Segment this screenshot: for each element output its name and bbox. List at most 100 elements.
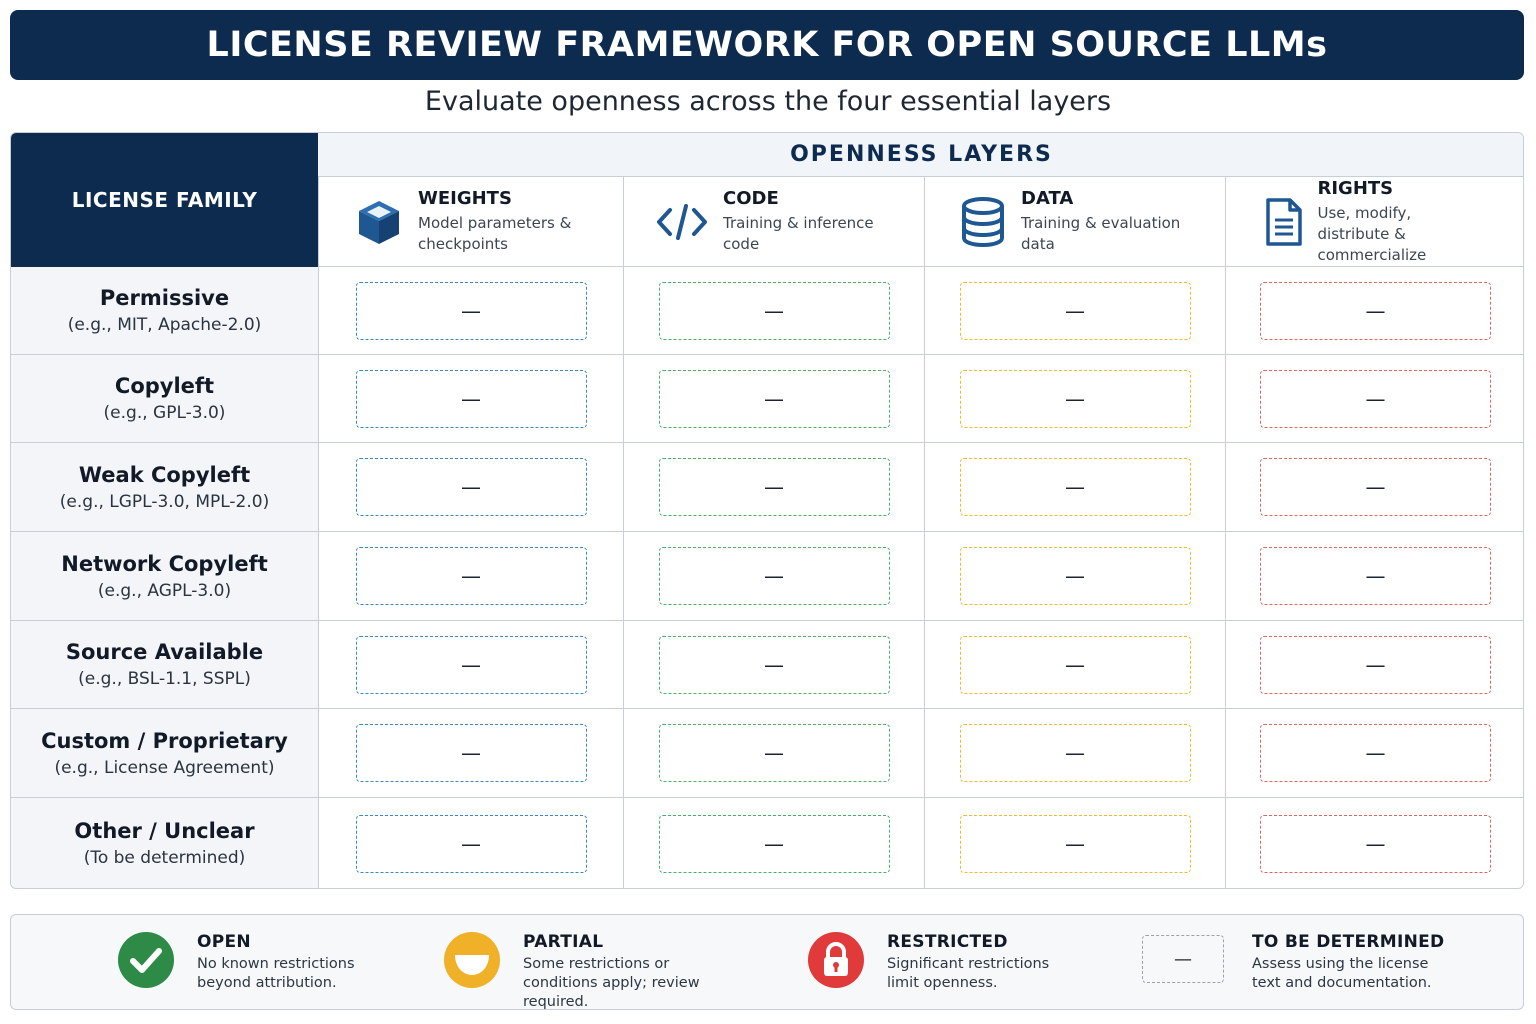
lock-icon	[808, 932, 864, 988]
assessment-slot[interactable]: —	[959, 281, 1191, 340]
assessment-slot[interactable]: —	[658, 547, 890, 605]
half-circle-icon	[444, 932, 500, 988]
assessment-slot[interactable]: —	[355, 369, 587, 428]
page-subtitle: Evaluate openness across the four essent…	[424, 86, 1112, 117]
cell-weak-copyleft-code: —	[623, 443, 924, 532]
column-header-weights: WEIGHTS Model parameters & checkpoints	[318, 177, 623, 267]
cell-custom-proprietary-code: —	[623, 709, 924, 798]
assessment-slot[interactable]: —	[959, 724, 1191, 782]
cell-weak-copyleft-data: —	[924, 443, 1225, 532]
column-description: Use, modify, distribute & commercialize	[1317, 203, 1427, 264]
cell-network-copyleft-code: —	[623, 532, 924, 621]
row-name: Copyleft	[114, 374, 215, 398]
legend-item-restricted: RESTRICTED Significant restrictions limi…	[807, 931, 1057, 993]
assessment-slot[interactable]: —	[959, 635, 1191, 694]
row-example: (e.g., AGPL-3.0)	[97, 580, 232, 601]
cell-custom-proprietary-rights: —	[1225, 709, 1523, 798]
cell-weak-copyleft-rights: —	[1225, 443, 1523, 532]
assessment-slot[interactable]: —	[355, 814, 587, 873]
cell-source-available-data: —	[924, 621, 1225, 709]
legend-item-partial: PARTIAL Some restrictions or conditions …	[443, 931, 748, 1012]
assessment-slot[interactable]: —	[959, 369, 1191, 428]
legend-item-to-be-determined: — TO BE DETERMINED Assess using the lice…	[1142, 931, 1444, 993]
row-name: Weak Copyleft	[78, 462, 251, 487]
row-example: (e.g., LGPL-3.0, MPL-2.0)	[59, 491, 270, 512]
cell-copyleft-data: —	[924, 355, 1225, 443]
row-name: Source Available	[65, 640, 264, 664]
cell-source-available-weights: —	[318, 621, 623, 709]
cell-copyleft-weights: —	[318, 355, 623, 443]
legend-title: TO BE DETERMINED	[1252, 932, 1445, 952]
legend-title: RESTRICTED	[887, 932, 1008, 952]
assessment-slot[interactable]: —	[1260, 281, 1491, 340]
assessment-slot[interactable]: —	[658, 724, 890, 782]
cell-permissive-data: —	[924, 267, 1225, 355]
cell-custom-proprietary-data: —	[924, 709, 1225, 798]
cell-permissive-rights: —	[1225, 267, 1523, 355]
column-title: RIGHTS	[1317, 177, 1394, 199]
cell-copyleft-code: —	[623, 355, 924, 443]
row-label-custom-proprietary: Custom / Proprietary (e.g., License Agre…	[11, 709, 318, 798]
assessment-slot[interactable]: —	[658, 458, 890, 516]
page-title: LICENSE REVIEW FRAMEWORK FOR OPEN SOURCE…	[206, 25, 1328, 65]
cell-permissive-code: —	[623, 267, 924, 355]
row-example: (e.g., MIT, Apache-2.0)	[67, 315, 262, 335]
row-name: Other / Unclear	[74, 819, 255, 843]
assessment-slot[interactable]: —	[1260, 724, 1491, 782]
assessment-slot[interactable]: —	[658, 369, 890, 428]
assessment-slot[interactable]: —	[355, 635, 587, 694]
openness-layers-header: OPENNESS LAYERS	[318, 133, 1523, 177]
row-label-source-available: Source Available (e.g., BSL-1.1, SSPL)	[11, 621, 318, 709]
row-name: Permissive	[99, 286, 230, 310]
row-label-other-unclear: Other / Unclear (To be determined)	[11, 798, 318, 888]
cell-copyleft-rights: —	[1225, 355, 1523, 443]
assessment-slot[interactable]: —	[658, 281, 890, 340]
legend-title: OPEN	[197, 932, 251, 952]
assessment-slot[interactable]: —	[1260, 635, 1491, 694]
row-name: Network Copyleft	[61, 551, 268, 576]
assessment-slot[interactable]: —	[658, 635, 890, 694]
cell-permissive-weights: —	[318, 267, 623, 355]
column-header-rights: RIGHTS Use, modify, distribute & commerc…	[1225, 177, 1523, 267]
cell-network-copyleft-weights: —	[318, 532, 623, 621]
assessment-slot[interactable]: —	[658, 814, 890, 873]
cell-other-unclear-data: —	[924, 798, 1225, 888]
column-description: Training & inference code	[723, 214, 874, 253]
row-example: (To be determined)	[83, 848, 246, 868]
checkmark-circle-icon	[118, 932, 174, 988]
cell-other-unclear-weights: —	[318, 798, 623, 888]
assessment-slot[interactable]: —	[959, 547, 1191, 605]
assessment-slot[interactable]: —	[355, 458, 587, 516]
assessment-slot[interactable]: —	[959, 458, 1191, 516]
legend: OPEN No known restrictions beyond attrib…	[10, 914, 1524, 1010]
assessment-slot[interactable]: —	[1260, 369, 1491, 428]
assessment-slot[interactable]: —	[1260, 814, 1491, 873]
code-brackets-icon	[657, 203, 707, 240]
license-family-header: LICENSE FAMILY	[11, 133, 318, 267]
legend-description: Assess using the license text and docume…	[1252, 956, 1432, 991]
row-label-weak-copyleft: Weak Copyleft (e.g., LGPL-3.0, MPL-2.0)	[11, 443, 318, 532]
legend-description: No known restrictions beyond attribution…	[197, 956, 355, 991]
assessment-slot[interactable]: —	[959, 814, 1191, 873]
assessment-slot[interactable]: —	[1260, 458, 1491, 516]
cell-source-available-rights: —	[1225, 621, 1523, 709]
database-icon	[962, 196, 1004, 247]
cell-custom-proprietary-weights: —	[318, 709, 623, 798]
legend-description: Significant restrictions limit openness.	[887, 956, 1050, 991]
license-matrix: LICENSE FAMILY OPENNESS LAYERS WEIGHTS M…	[10, 132, 1524, 889]
column-title: WEIGHTS	[418, 188, 512, 209]
column-title: CODE	[723, 188, 779, 209]
row-example: (e.g., BSL-1.1, SSPL)	[78, 669, 251, 689]
cell-source-available-code: —	[623, 621, 924, 709]
row-example: (e.g., GPL-3.0)	[103, 403, 226, 423]
cell-network-copyleft-rights: —	[1225, 532, 1523, 621]
assessment-slot[interactable]: —	[355, 724, 587, 782]
assessment-slot[interactable]: —	[355, 547, 587, 605]
tbd-placeholder-box: —	[1142, 935, 1224, 983]
column-description: Model parameters & checkpoints	[418, 214, 572, 253]
cell-network-copyleft-data: —	[924, 532, 1225, 621]
assessment-slot[interactable]: —	[355, 281, 587, 340]
column-title: DATA	[1021, 188, 1074, 209]
assessment-slot[interactable]: —	[1260, 547, 1491, 605]
row-name: Custom / Proprietary	[41, 728, 288, 753]
